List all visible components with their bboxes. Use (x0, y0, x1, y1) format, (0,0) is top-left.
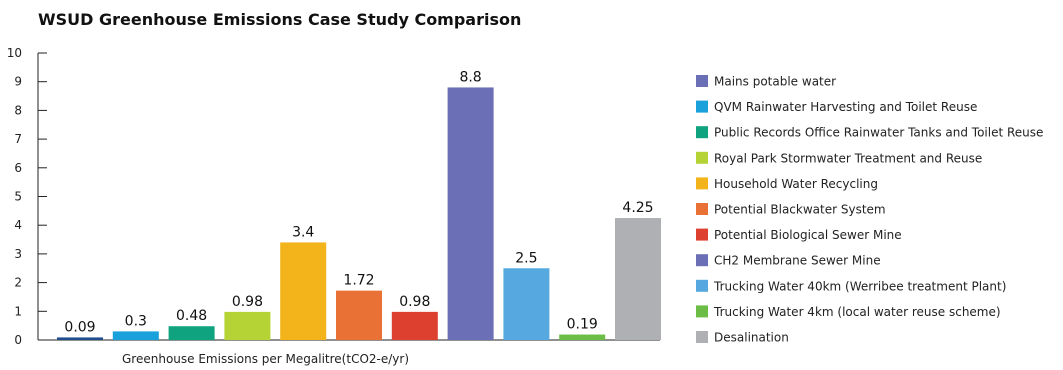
bar (559, 334, 606, 340)
legend-swatch (696, 126, 708, 139)
value-label: 0.98 (399, 294, 430, 310)
x-axis-title: Greenhouse Emissions per Megalitre(tCO2-… (122, 352, 409, 366)
value-label: 0.3 (125, 313, 147, 329)
value-label: 0.09 (64, 319, 95, 335)
value-label: 2.5 (515, 250, 537, 266)
value-label: 1.72 (343, 273, 374, 289)
y-tick-label: 9 (14, 75, 22, 89)
value-label: 0.98 (232, 294, 263, 310)
y-tick-label: 10 (7, 46, 22, 60)
value-label: 0.19 (567, 317, 598, 333)
y-axis: 0 1 2 3 4 5 6 7 8 9 10 (7, 46, 660, 347)
legend-swatch (696, 100, 708, 113)
legend-swatch (696, 305, 708, 318)
legend-swatch (696, 279, 708, 292)
y-tick-label: 5 (14, 190, 22, 204)
legend-swatch (696, 228, 708, 241)
legend-label: Trucking Water 4km (local water reuse sc… (713, 305, 1001, 319)
bar (615, 218, 661, 340)
legend-swatch (696, 177, 708, 190)
value-label: 8.8 (459, 69, 481, 85)
y-tick-label: 8 (14, 103, 22, 117)
y-tick-label: 0 (14, 333, 22, 347)
bar (112, 331, 159, 340)
legend-swatch (696, 75, 708, 87)
value-label: 3.4 (292, 224, 314, 240)
legend-label: Household Water Recycling (714, 177, 878, 191)
legend: Mains potable water QVM Rainwater Harvest… (696, 75, 1043, 345)
bar (391, 311, 438, 340)
value-label: 4.25 (622, 200, 653, 216)
value-label: 0.48 (176, 308, 207, 324)
legend-label: CH2 Membrane Sewer Mine (714, 254, 881, 268)
bar (280, 242, 327, 340)
value-labels: 0.09 0.3 0.48 0.98 3.4 1.72 0.98 8.8 2.5 0.19 4.25 (64, 69, 653, 335)
chart-title: WSUD Greenhouse Emissions Case Study Com… (38, 10, 522, 29)
y-tick-label: 3 (14, 247, 22, 261)
bar (168, 326, 215, 340)
y-tick-label: 1 (14, 304, 22, 318)
bar (336, 290, 382, 340)
legend-label: Trucking Water 40km (Werribee treatment … (713, 279, 1006, 293)
legend-label: QVM Rainwater Harvesting and Toilet Reus… (714, 100, 977, 114)
legend-label: Public Records Office Rainwater Tanks an… (714, 126, 1043, 140)
legend-label: Potential Blackwater System (714, 203, 886, 217)
legend-label: Potential Biological Sewer Mine (714, 228, 902, 242)
bar (57, 337, 103, 340)
y-tick-label: 6 (14, 161, 22, 175)
y-tick-label: 7 (14, 132, 22, 146)
legend-swatch (696, 151, 708, 164)
bar (503, 268, 550, 340)
bar (224, 311, 271, 340)
legend-label: Royal Park Stormwater Treatment and Reus… (714, 151, 982, 165)
y-tick-label: 2 (14, 276, 22, 290)
legend-label: Desalination (714, 331, 789, 345)
legend-swatch (696, 331, 708, 343)
bar (447, 87, 494, 340)
y-tick-label: 4 (14, 218, 22, 232)
legend-label: Mains potable water (714, 75, 836, 89)
legend-swatch (696, 203, 708, 215)
bars (57, 87, 661, 340)
legend-swatch (696, 254, 708, 267)
